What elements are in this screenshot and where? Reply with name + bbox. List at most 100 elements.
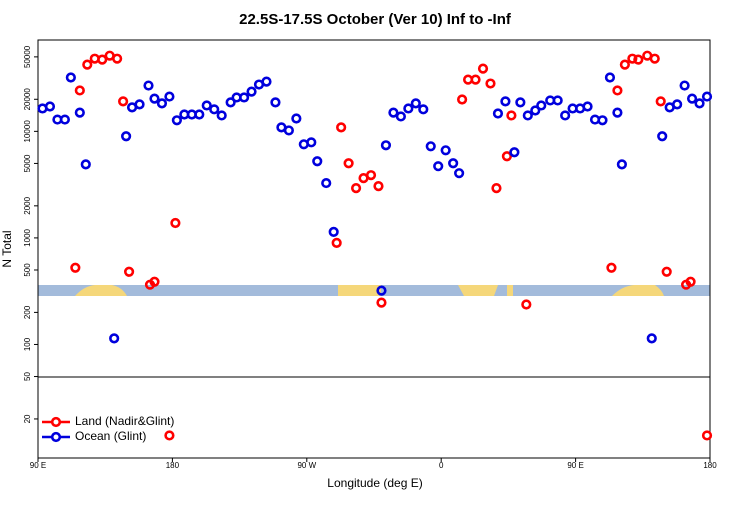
data-point [454,168,465,179]
legend-label: Land (Nadir&Glint) [75,414,174,428]
data-point [164,91,175,102]
data-point [521,299,532,310]
x-tick-label: 90 E [30,461,46,470]
data-point [321,177,332,189]
legend-marker [50,431,62,443]
data-point [238,92,250,103]
data-point [470,74,481,85]
data-point [425,141,436,152]
data-point [350,183,362,194]
data-point [627,53,638,64]
land-band [75,285,127,296]
data-point [82,59,93,70]
data-point [633,54,644,65]
data-point [80,159,91,170]
data-point [291,113,302,124]
data-point [500,96,511,107]
data-point [515,97,526,108]
data-point [380,140,392,151]
data-point [74,107,85,118]
data-point [306,137,317,148]
data-point [283,125,294,136]
data-point [65,72,76,83]
data-point [536,100,547,111]
data-point [143,80,154,91]
data-point [701,430,713,441]
data-point [97,54,108,65]
data-point [118,96,129,107]
data-point [612,85,623,96]
y-tick-label: 50 [23,372,32,381]
data-point [328,226,339,237]
data-point [109,333,120,344]
data-point [121,131,132,142]
y-tick-label: 20 [23,414,32,423]
data-point [655,96,666,107]
data-point [171,115,182,126]
data-point [491,183,502,194]
data-point [373,181,384,192]
legend: Land (Nadir&Glint)Ocean (Glint) [42,414,174,443]
data-point [530,105,541,116]
land-band [507,285,513,296]
data-point [123,266,135,277]
data-point [616,159,627,170]
land-band [612,285,664,296]
data-point [606,262,617,273]
data-point [149,93,160,104]
data-point [395,111,406,122]
y-tick-label: 20000 [23,88,32,111]
data-point [477,63,489,74]
data-point [164,430,175,441]
data-point [365,170,377,181]
data-point [509,147,520,158]
data-point [194,109,205,120]
x-tick-label: 180 [703,461,717,470]
y-tick-label: 2000 [23,196,32,214]
land-band [338,285,381,296]
data-point [679,80,690,91]
y-tick-label: 200 [23,305,32,319]
legend-label: Ocean (Glint) [75,429,146,443]
chart-title: 22.5S-17.5S October (Ver 10) Inf to -Inf [239,11,512,28]
y-tick-label: 500 [23,263,32,277]
x-tick-label: 0 [439,461,444,470]
data-point [388,107,399,118]
data-point [201,100,212,111]
data-point [597,115,608,126]
data-point [440,145,451,156]
data-point [410,98,421,109]
data-point [619,59,630,70]
data-point [604,72,616,83]
data-point [270,97,281,108]
data-point [649,53,660,64]
data-point [376,285,387,296]
plot-frame [37,39,711,459]
data-point [552,95,563,106]
data-point [657,131,668,142]
data-point [418,104,429,115]
data-point [686,93,698,104]
data-point [156,98,168,109]
data-point [331,237,342,248]
data-point [560,110,571,121]
data-point [225,97,236,108]
x-tick-label: 90 E [567,461,583,470]
data-point [376,297,387,308]
y-tick-label: 1000 [23,228,32,246]
y-tick-label: 10000 [23,120,32,143]
data-point [457,94,468,105]
data-point [112,53,123,64]
data-point [485,78,496,89]
data-point [59,114,70,125]
data-point [74,85,85,96]
data-point [582,101,593,112]
data-point [336,122,347,133]
land-band [458,285,498,296]
data-point [70,262,81,273]
data-point [685,276,696,287]
data-point [612,107,623,118]
